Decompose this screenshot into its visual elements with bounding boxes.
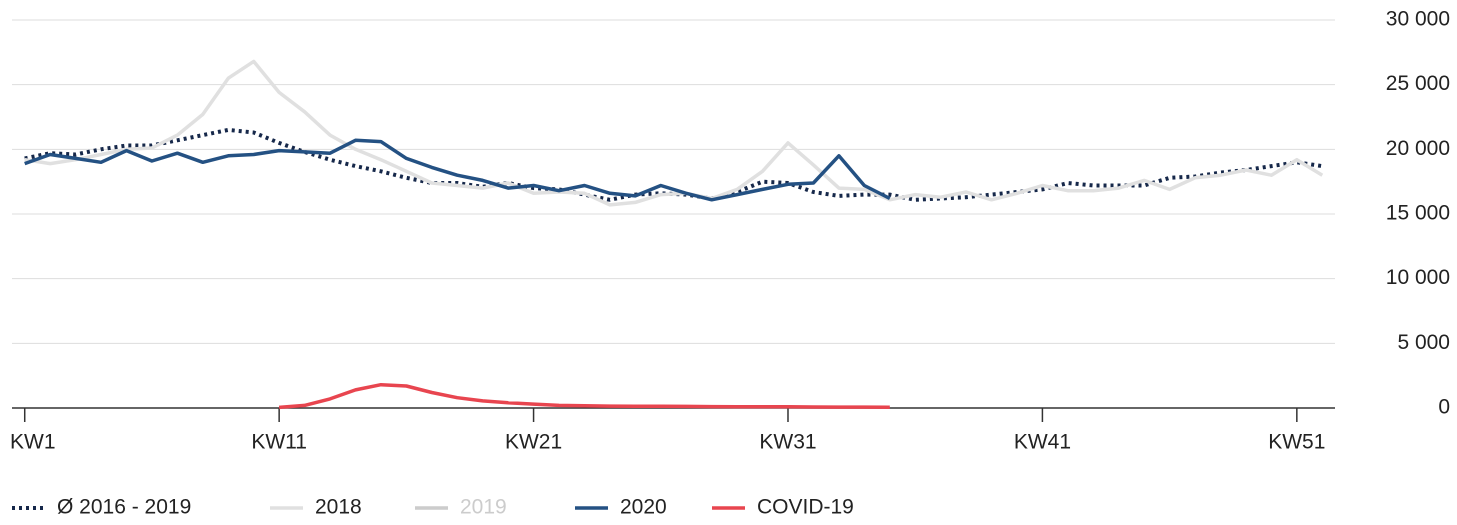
legend-label: 2020 — [620, 496, 667, 519]
line-series — [24, 127, 1323, 202]
x-tick-label: KW41 — [1014, 431, 1071, 454]
line-series — [24, 59, 1324, 207]
x-tick-label: KW11 — [251, 431, 307, 454]
legend-label: 2018 — [315, 496, 362, 519]
legend-item[interactable]: Ø 2016 - 2019 — [12, 496, 191, 519]
legend-item[interactable]: 2020 — [575, 496, 667, 519]
legend-item[interactable]: 2019 — [415, 496, 507, 519]
y-tick-label: 0 — [1438, 396, 1450, 419]
line-series — [24, 138, 891, 202]
y-tick-label: 25 000 — [1386, 72, 1450, 95]
x-tick-label: KW31 — [759, 431, 816, 454]
legend-label: COVID-19 — [757, 496, 854, 519]
legend-label: 2019 — [460, 496, 507, 519]
legend-item[interactable]: 2018 — [270, 496, 362, 519]
y-tick-label: 30 000 — [1386, 8, 1450, 31]
x-tick-label: KW21 — [505, 431, 562, 454]
legend-label: Ø 2016 - 2019 — [57, 496, 191, 519]
legend-item[interactable]: COVID-19 — [712, 496, 854, 519]
y-tick-label: 10 000 — [1386, 266, 1450, 289]
x-tick-label: KW51 — [1268, 431, 1325, 454]
line-series — [278, 382, 890, 410]
y-tick-label: 5 000 — [1397, 331, 1450, 354]
y-tick-label: 20 000 — [1386, 137, 1450, 160]
x-tick-label: KW1 — [10, 431, 56, 454]
y-tick-label: 15 000 — [1386, 202, 1450, 225]
